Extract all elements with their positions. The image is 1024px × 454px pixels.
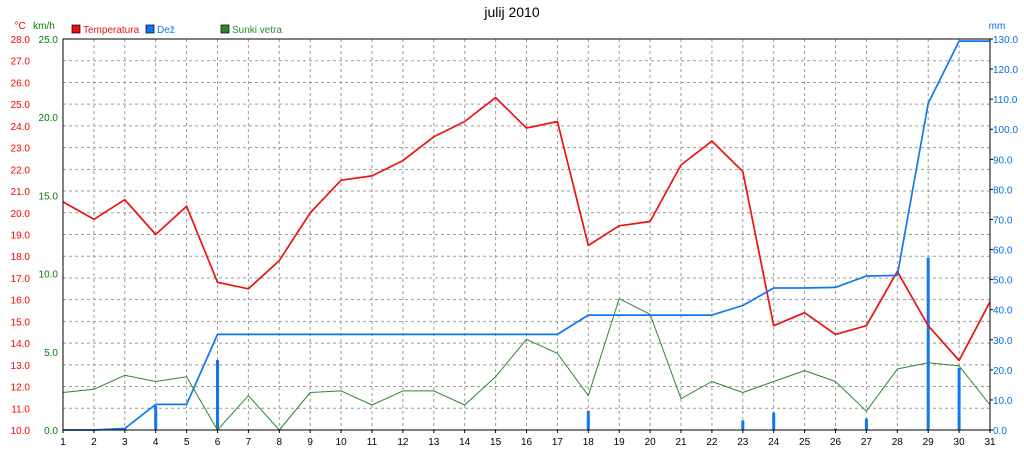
temp-tick-label: 28.0 xyxy=(11,35,31,46)
x-tick-label: 26 xyxy=(830,437,842,448)
temp-tick-label: 23.0 xyxy=(11,144,31,155)
x-tick-label: 15 xyxy=(490,437,502,448)
x-tick-label: 19 xyxy=(614,437,626,448)
x-tick-label: 2 xyxy=(91,437,97,448)
x-tick-label: 25 xyxy=(799,437,811,448)
rain-tick-label: 0.0 xyxy=(993,426,1007,437)
temp-tick-label: 17.0 xyxy=(11,274,31,285)
legend-swatch xyxy=(145,24,155,34)
x-tick-label: 20 xyxy=(645,437,657,448)
legend-swatch xyxy=(71,24,81,34)
legend: Temperatura Dež Sunki vetra xyxy=(71,24,282,36)
x-tick-label: 27 xyxy=(861,437,873,448)
wind-tick-label: 10.0 xyxy=(39,270,59,281)
x-tick-label: 6 xyxy=(215,437,221,448)
grid xyxy=(63,39,990,430)
rain-tick-label: 120.0 xyxy=(993,65,1018,76)
wind-tick-label: 20.0 xyxy=(39,113,59,124)
rain-cumulative-line xyxy=(63,40,990,431)
legend-label: Temperatura xyxy=(83,25,140,36)
wind-unit-label: km/h xyxy=(33,21,55,32)
rain-tick-label: 60.0 xyxy=(993,246,1013,257)
x-tick-label: 28 xyxy=(892,437,904,448)
x-tick-label: 11 xyxy=(367,437,378,448)
x-tick-label: 24 xyxy=(768,437,780,448)
temp-tick-label: 14.0 xyxy=(11,339,31,350)
temp-tick-label: 21.0 xyxy=(11,187,31,198)
temp-tick-label: 27.0 xyxy=(11,57,31,68)
rain-tick-label: 70.0 xyxy=(993,215,1013,226)
x-tick-label: 1 xyxy=(60,437,66,448)
x-tick-label: 17 xyxy=(552,437,564,448)
temp-tick-label: 18.0 xyxy=(11,252,31,263)
temp-tick-label: 16.0 xyxy=(11,296,31,307)
temp-tick-label: 25.0 xyxy=(11,100,31,111)
rain-bar xyxy=(772,412,776,430)
rain-tick-label: 20.0 xyxy=(993,366,1013,377)
legend-label: Dež xyxy=(157,25,175,36)
temp-tick-label: 19.0 xyxy=(11,231,31,242)
rain-unit-label: mm xyxy=(989,21,1006,32)
x-tick-label: 7 xyxy=(246,437,252,448)
temp-tick-label: 10.0 xyxy=(11,426,31,437)
rain-tick-label: 50.0 xyxy=(993,276,1013,287)
rain-bar xyxy=(926,257,930,430)
temp-unit-label: °C xyxy=(14,21,25,32)
x-tick-label: 16 xyxy=(521,437,533,448)
rain-tick-label: 40.0 xyxy=(993,306,1013,317)
chart-title: julij 2010 xyxy=(483,4,539,20)
x-tick-label: 21 xyxy=(675,437,687,448)
legend-label: Sunki vetra xyxy=(232,25,282,36)
x-tick-label: 3 xyxy=(122,437,128,448)
x-tick-label: 23 xyxy=(737,437,749,448)
x-tick-label: 10 xyxy=(336,437,348,448)
rain-bar xyxy=(586,410,590,430)
temp-tick-label: 26.0 xyxy=(11,78,31,89)
rain-tick-label: 80.0 xyxy=(993,185,1013,196)
rain-tick-label: 30.0 xyxy=(993,336,1013,347)
x-tick-label: 29 xyxy=(923,437,935,448)
temp-tick-label: 13.0 xyxy=(11,361,31,372)
wind-tick-label: 15.0 xyxy=(39,191,59,202)
x-tick-label: 14 xyxy=(459,437,471,448)
x-tick-label: 18 xyxy=(583,437,595,448)
rain-bar xyxy=(216,359,219,430)
x-tick-label: 9 xyxy=(307,437,313,448)
temp-tick-label: 22.0 xyxy=(11,165,31,176)
temp-tick-label: 15.0 xyxy=(11,317,31,328)
wind-tick-label: 25.0 xyxy=(39,35,59,46)
rain-tick-label: 100.0 xyxy=(993,125,1018,136)
rain-tick-label: 110.0 xyxy=(993,95,1018,106)
x-tick-label: 31 xyxy=(984,437,996,448)
rain-bar xyxy=(957,367,961,430)
rain-bar xyxy=(864,418,868,430)
x-tick-label: 8 xyxy=(277,437,283,448)
x-tick-label: 12 xyxy=(397,437,409,448)
x-tick-label: 13 xyxy=(428,437,440,448)
temp-tick-label: 24.0 xyxy=(11,122,31,133)
temp-tick-label: 12.0 xyxy=(11,383,31,394)
rain-tick-label: 130.0 xyxy=(993,35,1018,46)
temp-tick-label: 11.0 xyxy=(11,404,30,415)
wind-tick-label: 5.0 xyxy=(44,348,58,359)
rain-bar xyxy=(834,428,837,430)
wind-tick-label: 0.0 xyxy=(44,426,58,437)
x-tick-label: 5 xyxy=(184,437,190,448)
x-tick-label: 22 xyxy=(706,437,718,448)
rain-tick-label: 10.0 xyxy=(993,396,1013,407)
temperature-line xyxy=(62,96,991,362)
rain-bar xyxy=(741,420,745,430)
x-tick-label: 4 xyxy=(153,437,159,448)
axes: 1 2 3 4 5 6 7 8 9 10 11 12 13 14 15 16 17 18 19 20 21 22 23 24 2… xyxy=(11,21,1019,448)
rain-bar xyxy=(154,405,158,430)
rain-tick-label: 90.0 xyxy=(993,155,1013,166)
temp-tick-label: 20.0 xyxy=(11,209,31,220)
x-tick-label: 30 xyxy=(954,437,966,448)
legend-swatch xyxy=(220,24,230,34)
